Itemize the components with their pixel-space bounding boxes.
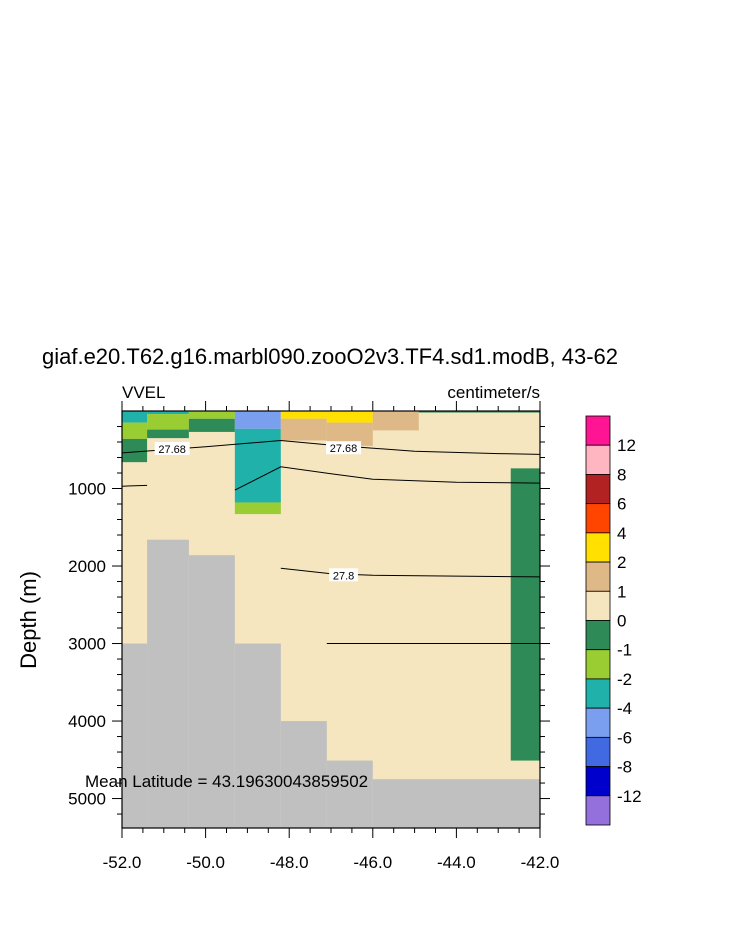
velocity-cell-3 [147, 411, 189, 415]
colorbar-label-4: 2 [617, 553, 626, 572]
velocity-cell-15 [372, 411, 419, 431]
velocity-cell-1 [122, 422, 148, 439]
contour-lines: 27.68 27.68 27.8 [121, 439, 541, 644]
velocity-cell-16 [418, 411, 540, 413]
land-mask-0 [122, 643, 148, 828]
velocity-cell-2 [122, 438, 148, 463]
contour-line-1 [121, 484, 148, 487]
colorbar-label-1: 8 [617, 465, 626, 484]
x-tick-label-2: -48.0 [270, 853, 309, 872]
y-tick-label-0: 1000 [68, 480, 106, 499]
colorbar-swatch-4 [585, 532, 611, 563]
colorbar-swatch-12 [585, 766, 611, 797]
contour-line-2 [234, 466, 541, 491]
colorbar-swatch-3 [585, 503, 611, 534]
y-tick-label-1: 2000 [68, 557, 106, 576]
colorbar-swatch-8 [585, 649, 611, 680]
colorbar-label-7: -1 [617, 641, 632, 660]
x-tick-label-0: -52.0 [103, 853, 142, 872]
velocity-cell-4 [147, 414, 189, 430]
colorbar-label-8: -2 [617, 670, 632, 689]
colorbar-swatch-2 [585, 474, 611, 505]
colorbar-swatch-7 [585, 620, 611, 651]
land-mask-6 [372, 779, 540, 828]
colorbar-label-12: -12 [617, 787, 642, 806]
velocity-cell-12 [280, 418, 327, 441]
colorbar-swatch-5 [585, 561, 611, 592]
colorbar-label-2: 6 [617, 495, 626, 514]
velocity-cell-14 [326, 422, 373, 446]
chart-title: giaf.e20.T62.g16.marbl090.zooO2v3.TF4.sd… [42, 344, 618, 369]
land-mask-3 [234, 643, 281, 828]
velocity-cell-17 [510, 468, 540, 761]
axes: -52.0 -50.0 -48.0 -46.0 -44.0 -42.0 1000 2000 30… [68, 401, 559, 872]
colorbar-swatch-13 [585, 795, 611, 826]
y-tick-label-4: 5000 [68, 790, 106, 809]
land-mask-5 [326, 760, 373, 828]
contour-line-3 [280, 567, 541, 578]
colorbar-label-10: -6 [617, 728, 632, 747]
right-subtitle: centimeter/s [447, 383, 540, 402]
contour-label-3-0: 27.8 [333, 570, 354, 582]
colorbar: 12 8 6 4 2 1 0 -1 -2 -4 -6 -8 -12 [585, 415, 642, 826]
y-tick-label-3: 4000 [68, 712, 106, 731]
land-mask-2 [188, 555, 235, 828]
x-tick-label-5: -42.0 [521, 853, 560, 872]
colorbar-label-6: 0 [617, 612, 626, 631]
colorbar-swatch-0 [585, 415, 611, 446]
contour-label-bg-0-1 [326, 441, 362, 455]
colorbar-label-5: 1 [617, 582, 626, 601]
colorbar-swatch-9 [585, 678, 611, 709]
contour-label-0-1: 27.68 [330, 443, 358, 455]
colorbar-swatch-11 [585, 736, 611, 767]
colorbar-swatch-1 [585, 444, 611, 475]
colorbar-label-3: 4 [617, 524, 626, 543]
plot-area [122, 411, 540, 828]
contour-label-bg-0-0 [154, 441, 190, 455]
velocity-cell-11 [280, 411, 327, 419]
colorbar-swatch-6 [585, 590, 611, 621]
colorbar-swatch-10 [585, 707, 611, 738]
colorbar-label-11: -8 [617, 758, 632, 777]
left-subtitle: VVEL [122, 383, 165, 402]
contour-label-0-0: 27.68 [158, 444, 186, 456]
mean-latitude-note: Mean Latitude = 43.19630043859502 [85, 772, 368, 791]
velocity-cell-13 [326, 411, 373, 423]
velocity-cell-9 [234, 428, 281, 503]
velocity-cell-6 [188, 411, 235, 419]
y-axis-label: Depth (m) [16, 571, 41, 669]
y-tick-label-2: 3000 [68, 635, 106, 654]
x-tick-label-4: -44.0 [437, 853, 476, 872]
velocity-cell-7 [188, 418, 235, 432]
x-tick-label-1: -50.0 [186, 853, 225, 872]
land-mask-1 [147, 539, 189, 828]
x-tick-label-3: -46.0 [353, 853, 392, 872]
colorbar-label-9: -4 [617, 699, 632, 718]
velocity-cell-8 [234, 411, 281, 429]
land-mask-4 [280, 721, 327, 828]
velocity-cell-5 [147, 429, 189, 439]
velocity-cell-0 [122, 411, 148, 423]
colorbar-label-0: 12 [617, 436, 636, 455]
contour-label-bg-3-0 [329, 568, 358, 582]
velocity-cell-10 [234, 502, 281, 515]
